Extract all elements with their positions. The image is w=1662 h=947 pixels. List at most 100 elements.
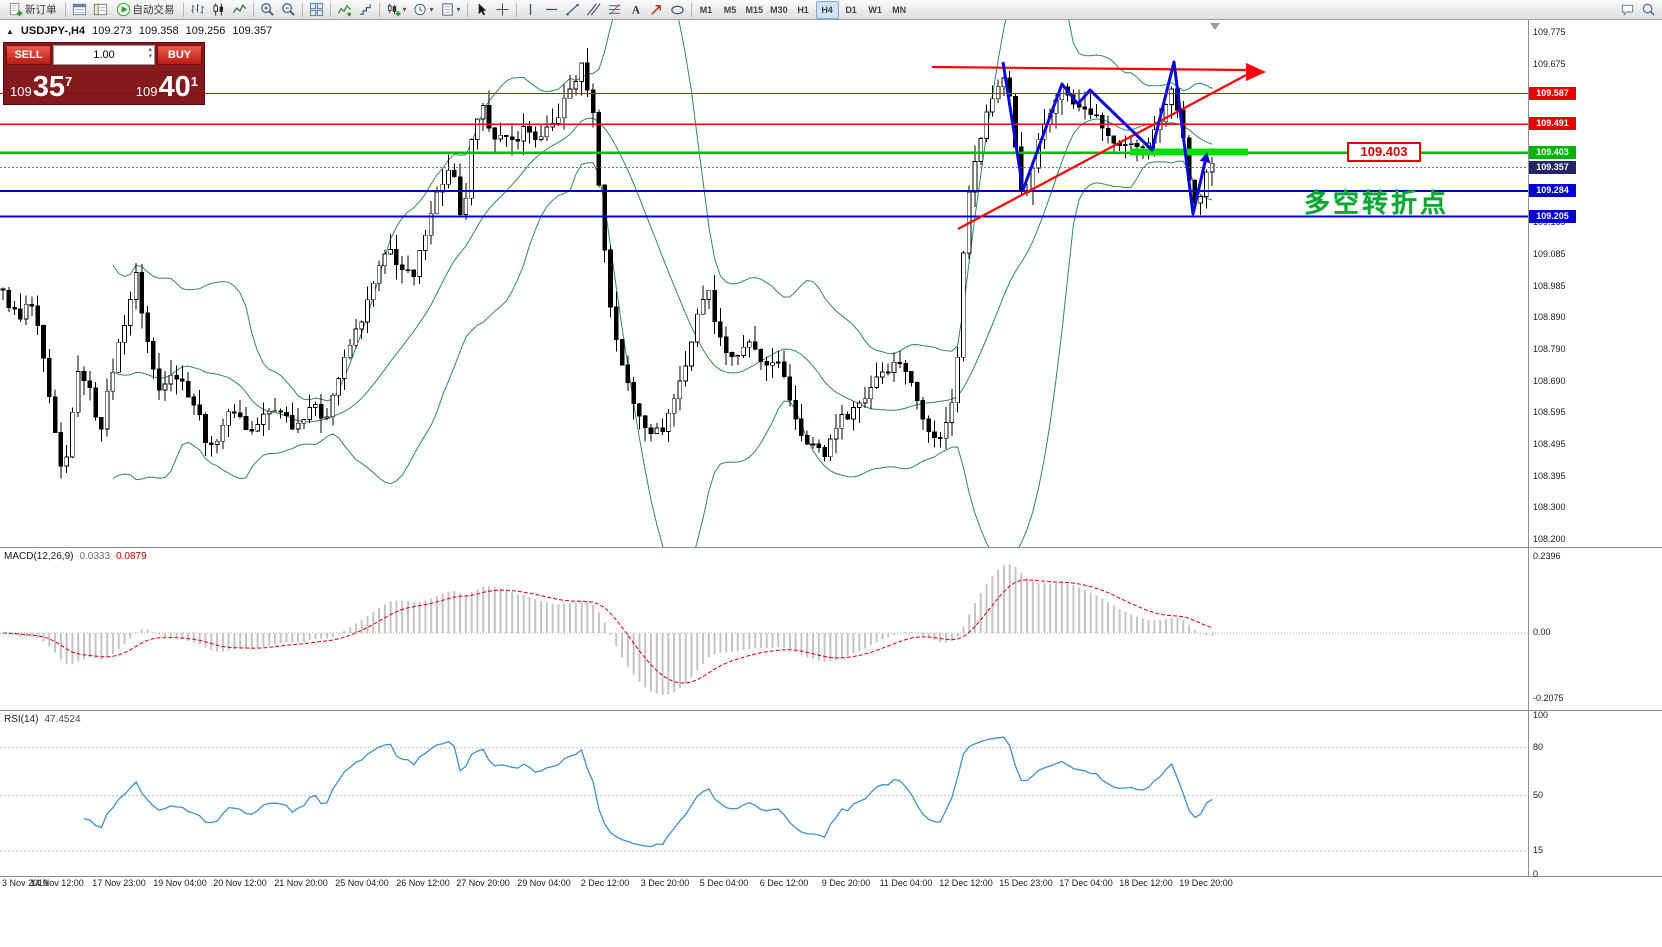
trendline-icon: [565, 3, 579, 16]
timeframe-button-d1[interactable]: D1: [840, 1, 863, 19]
lot-decrease-icon[interactable]: ▾: [148, 53, 152, 60]
toolbar-separator: [329, 2, 331, 17]
candlestick-chart-button[interactable]: [208, 1, 229, 19]
rsi-panel-canvas[interactable]: [0, 711, 1528, 876]
price-callout[interactable]: 109.403: [1347, 142, 1421, 162]
chart-drawings: [931, 23, 1266, 230]
macd-indicator-label: MACD(12,26,9) 0.0333 0.0879: [4, 551, 147, 562]
date-axis-label: 6 Dec 12:00: [759, 878, 809, 888]
equidistant-channel-button[interactable]: [583, 1, 604, 19]
indicator-list-icon: [359, 4, 371, 15]
timeframe-button-m30[interactable]: M30: [767, 1, 791, 19]
macd-axis-label: -0.2075: [1533, 692, 1564, 703]
timeframe-button-w1[interactable]: W1: [864, 1, 887, 19]
vertical-line-button[interactable]: [520, 1, 541, 19]
one-click-trading-panel: SELL 1.00 ▴ ▾ BUY 109 35 7 109 40 1: [3, 42, 205, 105]
price-axis-label: 108.395: [1533, 471, 1566, 482]
timeframe-button-mn[interactable]: MN: [888, 1, 911, 19]
high-value: 109.358: [138, 25, 179, 37]
toolbar-separator: [690, 2, 692, 17]
date-axis-separator: [0, 876, 1662, 877]
price-badge: 109.587: [1529, 86, 1576, 100]
candles: [0, 48, 1215, 479]
toolbar-separator: [301, 2, 303, 17]
buy-button[interactable]: BUY: [157, 45, 202, 65]
panel-separator[interactable]: [0, 547, 1662, 548]
date-axis-label: 2 Dec 12:00: [580, 878, 630, 888]
trendline-button[interactable]: [562, 1, 583, 19]
timeframe-button-m1[interactable]: M1: [695, 1, 718, 19]
price-badge: 109.284: [1529, 184, 1576, 198]
lot-increase-icon[interactable]: ▴: [148, 46, 152, 53]
date-axis-label: 20 Nov 12:00: [213, 878, 267, 888]
shapes-button[interactable]: [667, 1, 688, 19]
chevron-down-icon: ▾: [429, 4, 434, 14]
timeframe-button-m15[interactable]: M15: [743, 1, 767, 19]
horizontal-lines: [0, 92, 1528, 218]
macd-histogram: [7, 563, 1214, 695]
new-chart-button[interactable]: ▾: [383, 1, 410, 19]
red-trendline-upper: [931, 65, 1249, 72]
red-arrowhead: [1246, 63, 1266, 81]
horizontal-line-button[interactable]: [541, 1, 562, 19]
arrows-button[interactable]: [646, 1, 667, 19]
new-order-button[interactable]: 新订单: [3, 1, 62, 19]
timeframe-button-m5[interactable]: M5: [719, 1, 742, 19]
date-axis-label: 3 Nov 2019: [2, 878, 49, 888]
bar-chart-button[interactable]: [187, 1, 208, 19]
tile-windows-button[interactable]: [306, 1, 327, 19]
date-axis-label: 19 Nov 04:00: [153, 878, 207, 888]
timeframe-button-h1[interactable]: H1: [792, 1, 815, 19]
data-window-button[interactable]: [90, 1, 111, 19]
date-axis-label: 27 Nov 20:00: [456, 878, 510, 888]
price-badge: 109.491: [1529, 117, 1576, 131]
line-chart-button[interactable]: [229, 1, 250, 19]
indicator-list-button[interactable]: [355, 1, 376, 19]
timeframe-button-h4[interactable]: H4: [815, 0, 839, 19]
buy-price-pipette: 1: [190, 74, 198, 89]
text-label-button[interactable]: A: [625, 1, 646, 19]
cursor-button[interactable]: [471, 1, 492, 19]
price-badge: 109.205: [1529, 209, 1576, 223]
blue-zigzag: [1001, 60, 1207, 216]
price-axis-label: 108.985: [1533, 281, 1566, 292]
market-watch-button[interactable]: [69, 1, 90, 19]
sell-button[interactable]: SELL: [6, 45, 51, 65]
sell-price-prefix: 109: [10, 84, 32, 99]
panel-separator[interactable]: [0, 710, 1662, 711]
price-axis-label: 108.690: [1533, 376, 1566, 387]
crosshair-button[interactable]: [492, 1, 513, 19]
market-watch-icon: [72, 3, 86, 16]
indicators-button[interactable]: [334, 1, 355, 19]
date-axis-label: 18 Dec 12:00: [1119, 878, 1173, 888]
autotrading-button[interactable]: 自动交易: [111, 1, 180, 19]
trade-panel-controls: SELL 1.00 ▴ ▾ BUY: [6, 45, 202, 65]
zoom-in-button[interactable]: [257, 1, 278, 19]
price-axis-label: 108.200: [1533, 534, 1566, 545]
buy-price[interactable]: 109 40 1: [136, 73, 198, 102]
zoom-out-button[interactable]: [278, 1, 299, 19]
sell-price-big: 35: [32, 71, 65, 103]
toolbar-separator: [182, 2, 184, 17]
lot-size-input[interactable]: 1.00 ▴ ▾: [53, 45, 155, 65]
templates-button[interactable]: ▾: [437, 1, 464, 19]
date-axis[interactable]: 3 Nov 2019 14 Nov 12:00 17 Nov 23:00 19 Nov…: [0, 878, 1528, 892]
price-axis-label: 109.085: [1533, 249, 1566, 260]
rsi-value: 47.4524: [44, 714, 81, 725]
sell-price[interactable]: 109 35 7: [10, 73, 72, 102]
ohlc-header: ▲ USDJPY-,H4 109.273 109.358 109.256 109…: [6, 25, 272, 37]
price-axis-label: 108.300: [1533, 501, 1566, 512]
chart-note-text[interactable]: 多空转折点: [1304, 188, 1450, 218]
macd-name: MACD(12,26,9): [4, 551, 74, 562]
chat-button[interactable]: [1617, 1, 1638, 19]
profiles-button[interactable]: ▾: [410, 1, 437, 19]
cursor-icon: [478, 3, 486, 16]
macd-panel-canvas[interactable]: [0, 548, 1528, 710]
lot-stepper[interactable]: ▴ ▾: [148, 46, 152, 60]
search-button[interactable]: [1638, 1, 1659, 19]
fibonacci-button[interactable]: [604, 1, 625, 19]
price-chart-canvas[interactable]: [0, 20, 1528, 547]
chart-shift-marker: [1210, 23, 1220, 30]
price-axis-separator[interactable]: [1528, 20, 1529, 876]
